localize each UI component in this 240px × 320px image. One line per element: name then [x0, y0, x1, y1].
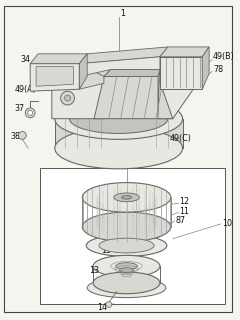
Text: 78: 78 [213, 65, 223, 74]
Circle shape [25, 108, 35, 118]
Text: 49(B): 49(B) [213, 52, 235, 61]
Text: 37: 37 [14, 104, 24, 113]
Circle shape [65, 95, 71, 101]
Polygon shape [52, 76, 104, 119]
Ellipse shape [70, 104, 168, 133]
Ellipse shape [55, 98, 183, 139]
Text: 87: 87 [176, 216, 186, 226]
Ellipse shape [82, 183, 171, 212]
Circle shape [28, 110, 33, 115]
Ellipse shape [120, 268, 133, 273]
Polygon shape [104, 69, 160, 76]
Ellipse shape [116, 263, 137, 270]
Polygon shape [94, 76, 173, 119]
Text: 13: 13 [89, 266, 99, 275]
Polygon shape [160, 57, 202, 89]
Ellipse shape [99, 238, 154, 253]
Ellipse shape [93, 272, 160, 294]
Text: 49(A): 49(A) [14, 85, 36, 94]
Polygon shape [160, 47, 209, 57]
Ellipse shape [86, 235, 167, 256]
Text: 13: 13 [101, 246, 111, 255]
Text: 1: 1 [121, 9, 126, 18]
Polygon shape [79, 64, 104, 89]
Circle shape [106, 301, 112, 308]
Polygon shape [55, 119, 183, 148]
Text: 34: 34 [20, 55, 30, 64]
Ellipse shape [122, 196, 132, 199]
Polygon shape [30, 64, 79, 91]
Polygon shape [158, 69, 197, 119]
Text: 39: 39 [52, 100, 62, 108]
Text: 10: 10 [222, 220, 232, 228]
Text: 12: 12 [180, 197, 190, 206]
Polygon shape [158, 57, 160, 119]
Polygon shape [79, 47, 168, 64]
Polygon shape [202, 47, 209, 89]
Circle shape [61, 91, 74, 105]
Text: 38: 38 [11, 132, 21, 141]
Polygon shape [36, 67, 73, 86]
Ellipse shape [93, 255, 160, 277]
Bar [40, 168, 225, 304]
Polygon shape [79, 54, 87, 89]
Ellipse shape [82, 212, 171, 242]
Ellipse shape [55, 128, 183, 169]
Polygon shape [52, 69, 111, 83]
Polygon shape [30, 54, 87, 64]
Text: 49(C): 49(C) [170, 134, 192, 143]
Ellipse shape [114, 193, 139, 202]
Circle shape [18, 132, 26, 139]
Text: 14: 14 [97, 303, 107, 312]
Text: 11: 11 [180, 207, 190, 216]
Text: 23: 23 [166, 108, 176, 117]
Polygon shape [79, 57, 160, 76]
Ellipse shape [87, 278, 166, 298]
